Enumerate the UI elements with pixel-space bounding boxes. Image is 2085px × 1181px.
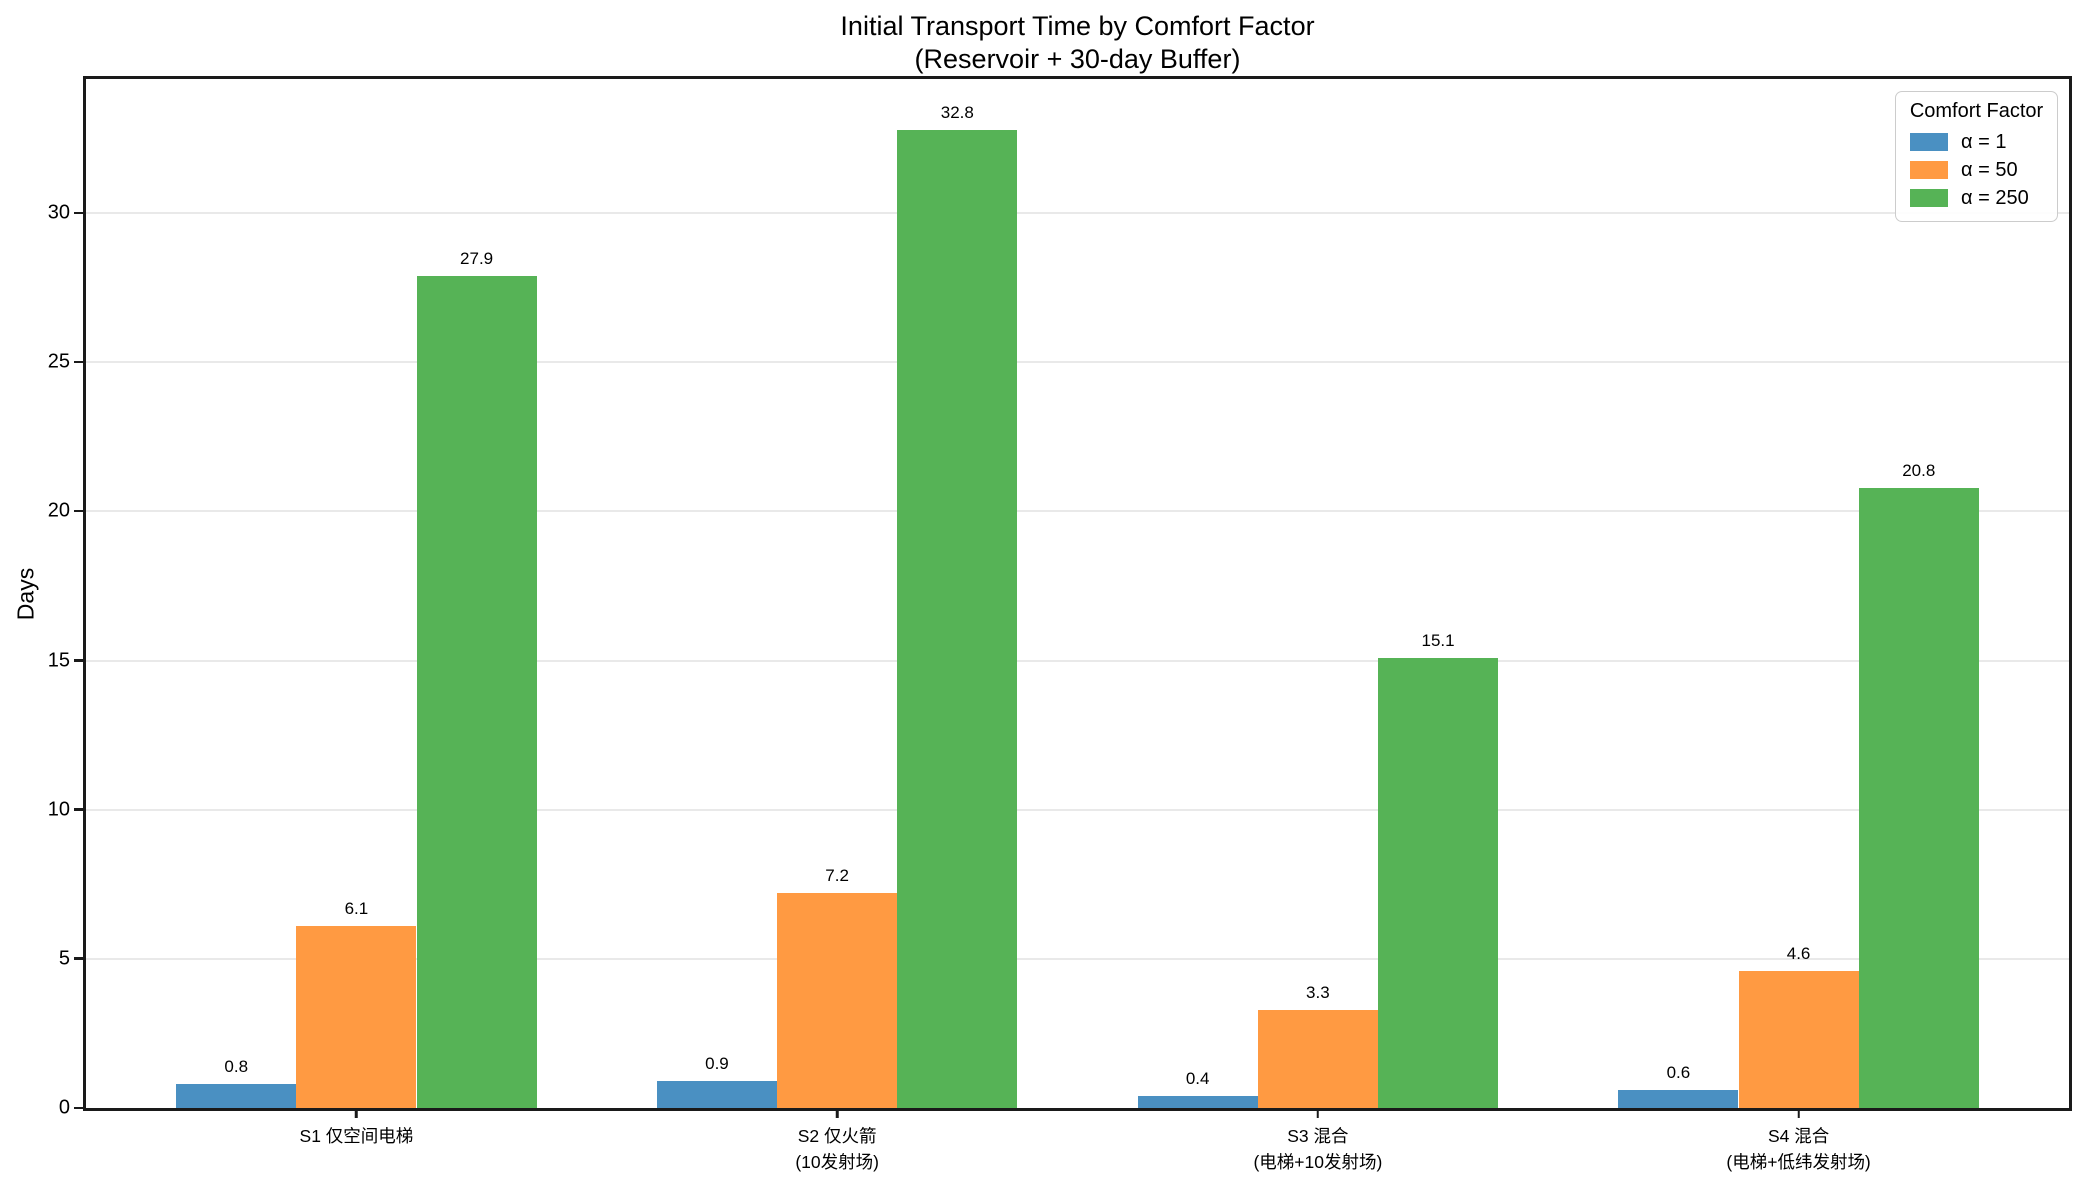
bar-α=50-cat1 bbox=[296, 926, 417, 1108]
bar-α=250-cat2 bbox=[897, 129, 1018, 1108]
chart-title-line2: (Reservoir + 30-day Buffer) bbox=[914, 44, 1241, 74]
y-tick-label-15: 15 bbox=[47, 649, 70, 672]
bar-value-label-α=1-cat3: 0.4 bbox=[1185, 1069, 1210, 1089]
legend-entry-label: α = 250 bbox=[1961, 186, 2029, 209]
bar-α=1-cat4 bbox=[1618, 1090, 1739, 1108]
y-tick-label-5: 5 bbox=[58, 947, 70, 970]
y-tick-mark-10 bbox=[74, 808, 83, 811]
bar-α=250-cat3 bbox=[1377, 657, 1499, 1108]
bar-α=250-cat4 bbox=[1858, 487, 1979, 1108]
bar-value-label-α=1-cat2: 0.9 bbox=[705, 1054, 729, 1074]
gridline-y-25 bbox=[86, 361, 2069, 364]
bar-α=250-cat1 bbox=[416, 275, 537, 1108]
bar-α=50-cat2 bbox=[777, 893, 898, 1108]
legend-swatch-icon bbox=[1910, 161, 1948, 179]
x-tick-mark-4 bbox=[1797, 1108, 1800, 1118]
bar-value-label-α=1-cat4: 0.6 bbox=[1666, 1063, 1691, 1083]
x-category-label-1: S1 仅空间电梯 bbox=[299, 1126, 414, 1146]
y-tick-mark-5 bbox=[74, 957, 83, 960]
legend: Comfort Factor α = 1 α = 50 α = 250 bbox=[1895, 91, 2058, 222]
legend-entries: α = 1 α = 50 α = 250 bbox=[1906, 128, 2047, 212]
y-tick-label-10: 10 bbox=[47, 798, 70, 821]
bar-α=1-cat1 bbox=[176, 1084, 297, 1108]
gridline-y-20 bbox=[86, 510, 2069, 513]
legend-entry-label: α = 1 bbox=[1961, 130, 2007, 153]
y-tick-label-30: 30 bbox=[47, 201, 70, 224]
x-tick-mark-2 bbox=[835, 1108, 839, 1118]
y-tick-mark-25 bbox=[74, 360, 83, 364]
bar-value-label-α=50-cat4: 4.6 bbox=[1786, 943, 1811, 963]
legend-swatch-icon bbox=[1910, 133, 1948, 151]
legend-swatch-icon bbox=[1910, 189, 1948, 207]
x-category-label-2: S2 仅火箭 (10发射场) bbox=[795, 1126, 879, 1172]
x-tick-mark-3 bbox=[1316, 1108, 1320, 1118]
chart-title-line1: Initial Transport Time by Comfort Factor bbox=[840, 11, 1315, 41]
bar-α=1-cat2 bbox=[656, 1081, 778, 1108]
bar-value-label-α=250-cat2: 32.8 bbox=[940, 102, 974, 122]
gridline-y-5 bbox=[86, 957, 2069, 960]
legend-entry-1: α = 1 bbox=[1906, 128, 2047, 156]
legend-entry-label: α = 50 bbox=[1961, 158, 2018, 181]
bar-value-label-α=50-cat1: 6.1 bbox=[344, 899, 369, 919]
x-tick-mark-1 bbox=[355, 1108, 358, 1118]
y-tick-mark-15 bbox=[74, 659, 83, 662]
plot-area: Comfort Factor α = 1 α = 50 α = 250 0 5 10 15… bbox=[48, 76, 2072, 1172]
bar-α=1-cat3 bbox=[1137, 1096, 1258, 1108]
y-tick-mark-30 bbox=[74, 211, 83, 215]
legend-title: Comfort Factor bbox=[1909, 100, 2044, 122]
y-tick-label-25: 25 bbox=[47, 350, 70, 373]
bar-value-label-α=250-cat1: 27.9 bbox=[460, 248, 494, 268]
y-tick-label-20: 20 bbox=[47, 499, 70, 522]
legend-entry-2: α = 50 bbox=[1906, 156, 2047, 184]
bar-value-label-α=50-cat3: 3.3 bbox=[1306, 982, 1330, 1002]
gridline-y-30 bbox=[86, 212, 2069, 215]
gridline-y-15 bbox=[86, 659, 2069, 662]
x-category-label-4: S4 混合 (电梯+低纬发射场) bbox=[1726, 1126, 1871, 1172]
x-category-label-3: S3 混合 (电梯+10发射场) bbox=[1253, 1126, 1383, 1172]
chart-title: Initial Transport Time by Comfort Factor… bbox=[83, 10, 2072, 76]
bar-value-label-α=250-cat4: 20.8 bbox=[1902, 460, 1936, 480]
bar-value-label-α=250-cat3: 15.1 bbox=[1421, 630, 1455, 650]
bar-α=50-cat3 bbox=[1257, 1009, 1378, 1108]
gridline-y-10 bbox=[86, 808, 2069, 811]
bar-value-label-α=50-cat2: 7.2 bbox=[825, 866, 849, 886]
y-tick-label-0: 0 bbox=[58, 1096, 70, 1119]
legend-entry-3: α = 250 bbox=[1906, 184, 2047, 212]
bar-α=50-cat4 bbox=[1738, 970, 1859, 1108]
bar-value-label-α=1-cat1: 0.8 bbox=[224, 1057, 249, 1077]
y-tick-mark-0 bbox=[74, 1106, 83, 1109]
y-axis-label: Days bbox=[12, 567, 39, 621]
y-tick-mark-20 bbox=[74, 509, 83, 513]
